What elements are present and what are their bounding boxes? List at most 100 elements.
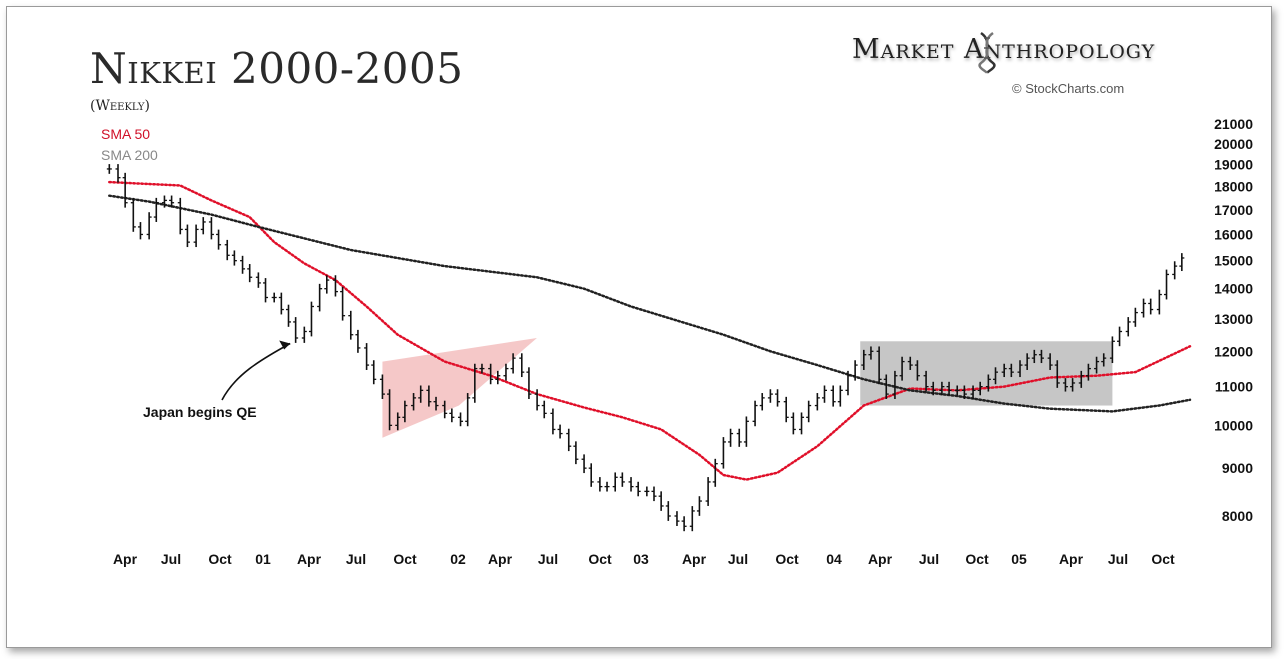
price-bar bbox=[1179, 253, 1185, 272]
qe-arrow-line bbox=[221, 342, 291, 401]
price-bar bbox=[612, 472, 618, 492]
price-bar bbox=[799, 412, 805, 435]
price-bar bbox=[340, 286, 346, 321]
price-bar bbox=[433, 396, 439, 411]
price-bar bbox=[208, 217, 214, 240]
x-tick-label: Oct bbox=[393, 551, 417, 567]
price-bar bbox=[954, 385, 960, 396]
y-tick-label: 13000 bbox=[1214, 311, 1253, 327]
price-bar bbox=[1047, 353, 1053, 370]
price-bar bbox=[899, 356, 905, 381]
price-bar bbox=[635, 481, 641, 497]
price-bar bbox=[1172, 261, 1178, 280]
qe-arrow-head bbox=[279, 340, 291, 350]
brand-logo: Market Anthropology bbox=[852, 34, 1155, 65]
x-tick-label: Oct bbox=[1151, 551, 1175, 567]
price-bar bbox=[247, 264, 253, 283]
price-bar bbox=[263, 278, 269, 303]
price-bar bbox=[619, 472, 625, 487]
price-bar bbox=[115, 164, 121, 183]
price-bar bbox=[689, 506, 695, 532]
price-bar bbox=[783, 396, 789, 423]
price-bar bbox=[472, 363, 478, 403]
price-bar bbox=[852, 360, 858, 381]
price-bar bbox=[946, 381, 952, 396]
x-tick-label: 04 bbox=[826, 551, 842, 567]
price-bar bbox=[658, 491, 664, 511]
price-bar bbox=[1017, 360, 1023, 378]
x-tick-label: Jul bbox=[346, 551, 366, 567]
price-bar bbox=[892, 370, 898, 400]
price-bar bbox=[1024, 353, 1030, 370]
y-tick-label: 12000 bbox=[1214, 343, 1253, 359]
x-tick-label: Oct bbox=[588, 551, 612, 567]
price-bar bbox=[541, 400, 547, 419]
price-bar bbox=[767, 389, 773, 403]
y-tick-label: 9000 bbox=[1222, 460, 1253, 476]
x-tick-label: Jul bbox=[538, 551, 558, 567]
price-bar bbox=[696, 496, 702, 516]
x-tick-label: 03 bbox=[633, 551, 649, 567]
price-bar bbox=[1054, 360, 1060, 388]
price-bar bbox=[993, 367, 999, 385]
price-bar bbox=[728, 428, 734, 447]
y-tick-label: 21000 bbox=[1214, 116, 1253, 132]
price-bar bbox=[216, 229, 222, 250]
price-bar bbox=[379, 374, 385, 400]
y-tick-label: 18000 bbox=[1214, 179, 1253, 195]
price-bar bbox=[488, 363, 494, 385]
price-bar bbox=[814, 393, 820, 411]
price-bar bbox=[930, 381, 936, 396]
price-bar bbox=[907, 356, 913, 370]
price-bar bbox=[495, 370, 501, 385]
price-bar bbox=[1156, 289, 1162, 315]
chart-title: Nikkei 2000-2005 bbox=[90, 44, 464, 93]
price-bar bbox=[1070, 378, 1076, 392]
price-bar bbox=[1008, 363, 1014, 378]
price-bar bbox=[348, 310, 354, 340]
price-bar bbox=[1101, 353, 1107, 367]
y-tick-label: 19000 bbox=[1214, 157, 1253, 173]
x-tick-label: Apr bbox=[488, 551, 513, 567]
price-bar bbox=[332, 275, 338, 297]
chart-subtitle: (Weekly) bbox=[90, 98, 150, 114]
price-bar bbox=[557, 424, 563, 439]
legend-sma200: SMA 200 bbox=[101, 147, 158, 163]
price-bar bbox=[665, 501, 671, 521]
price-bar bbox=[1038, 349, 1044, 364]
price-bar bbox=[977, 381, 983, 396]
x-tick-label: 01 bbox=[255, 551, 271, 567]
price-bar bbox=[255, 272, 261, 288]
price-bar bbox=[387, 389, 393, 431]
price-bar bbox=[876, 346, 882, 385]
x-tick-label: Apr bbox=[1059, 551, 1084, 567]
price-bar bbox=[883, 374, 889, 400]
price-bar bbox=[184, 224, 190, 248]
price-bar bbox=[868, 346, 874, 360]
price-bars-layer bbox=[106, 164, 1185, 532]
price-bar bbox=[705, 477, 711, 506]
y-tick-label: 17000 bbox=[1214, 202, 1253, 218]
price-bar bbox=[830, 385, 836, 407]
price-bar bbox=[588, 463, 594, 487]
source-credit: © StockCharts.com bbox=[1012, 81, 1125, 96]
x-tick-label: Oct bbox=[208, 551, 232, 567]
sma200-line bbox=[108, 194, 1192, 413]
price-bar bbox=[355, 329, 361, 353]
price-bar bbox=[581, 454, 587, 474]
y-tick-label: 14000 bbox=[1214, 281, 1253, 297]
annotation-layer: Japan begins QE bbox=[143, 340, 291, 420]
price-bar bbox=[1125, 317, 1131, 337]
price-bar bbox=[1094, 356, 1100, 374]
price-bar bbox=[1132, 307, 1138, 327]
price-bar bbox=[240, 255, 246, 274]
price-bar bbox=[271, 292, 277, 303]
x-tick-label: Jul bbox=[1108, 551, 1128, 567]
y-tick-label: 8000 bbox=[1222, 508, 1253, 524]
price-bar bbox=[122, 172, 128, 208]
price-bar bbox=[1001, 363, 1007, 378]
price-bar bbox=[449, 408, 455, 423]
price-bar bbox=[146, 212, 152, 240]
price-bar bbox=[418, 385, 424, 403]
y-tick-label: 10000 bbox=[1214, 417, 1253, 433]
